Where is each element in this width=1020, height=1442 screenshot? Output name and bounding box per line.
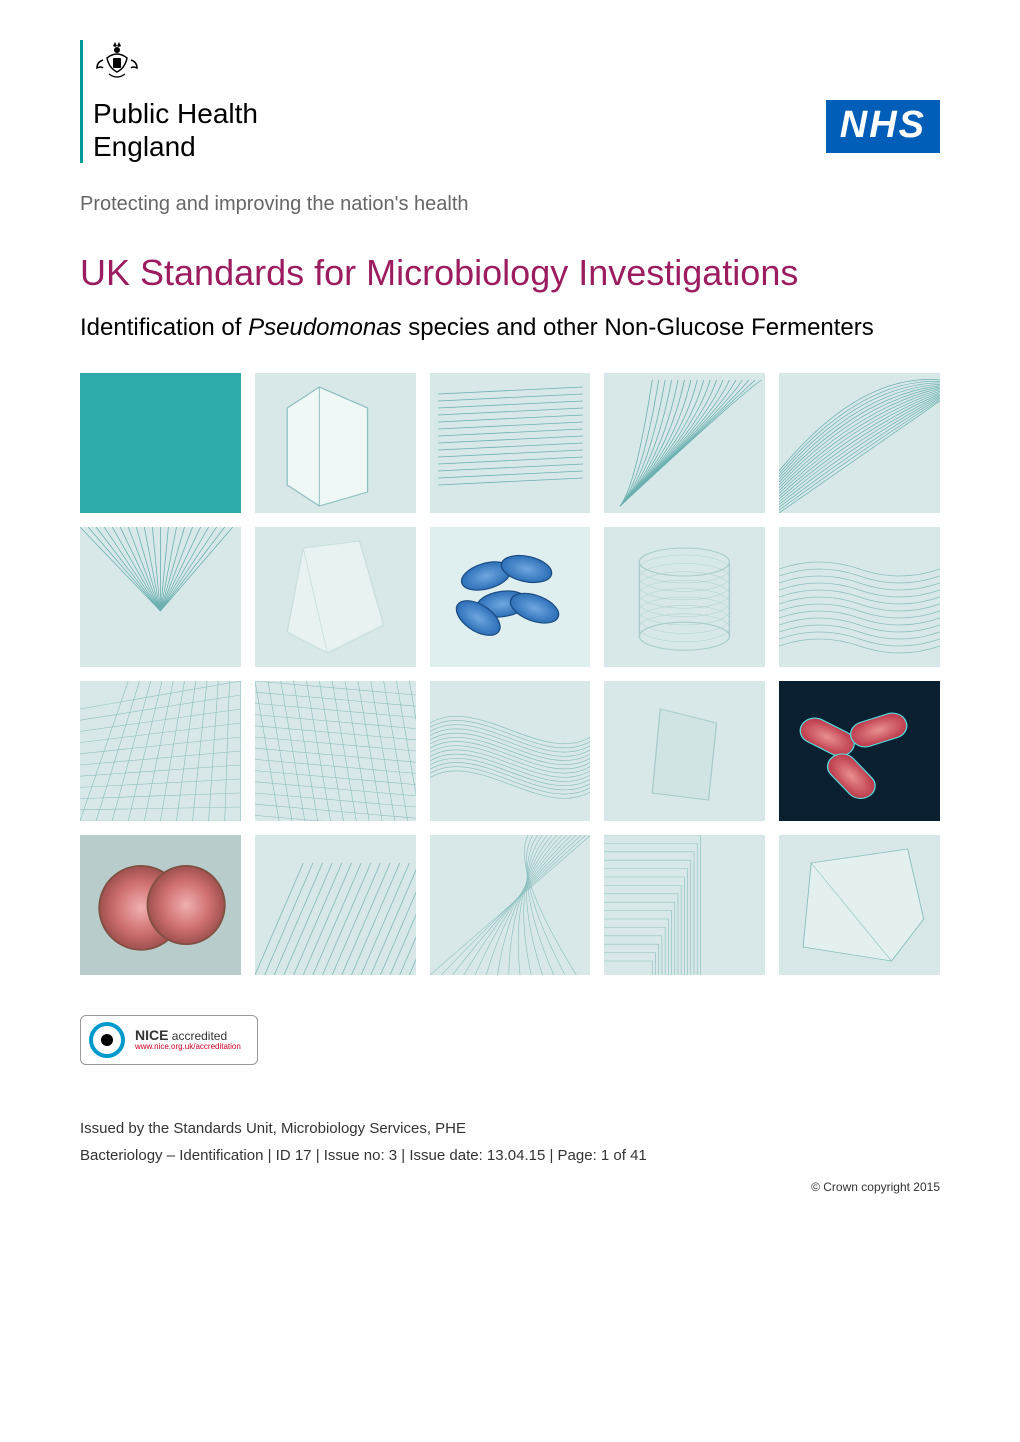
grid-tile [430,527,591,667]
grid-tile [80,681,241,821]
doc-info-line: Bacteriology – Identification | ID 17 | … [80,1142,940,1169]
image-grid [80,373,940,975]
phe-logo-block: Public Health England [80,40,258,163]
grid-tile [255,527,416,667]
grid-tile [604,373,765,513]
subtitle-post: species and other Non-Glucose Fermenters [402,314,874,341]
grid-tile [779,835,940,975]
crest-icon [93,40,141,88]
grid-tile [779,527,940,667]
nice-text: NICE accredited www.nice.org.uk/accredit… [135,1028,241,1052]
grid-tile [255,681,416,821]
subtitle-pre: Identification of [80,314,248,341]
footer: Issued by the Standards Unit, Microbiolo… [80,1115,940,1199]
page: Public Health England NHS Protecting and… [0,0,1020,1442]
grid-tile [430,373,591,513]
grid-tile [430,835,591,975]
nice-url: www.nice.org.uk/accreditation [135,1043,241,1052]
grid-tile [80,373,241,513]
org-name-line1: Public Health [93,99,258,130]
nice-rest: accredited [168,1029,227,1043]
grid-tile [255,373,416,513]
grid-tile [255,835,416,975]
nhs-badge: NHS [826,100,940,153]
nice-eye-icon [89,1022,125,1058]
grid-tile [604,527,765,667]
grid-tile [604,835,765,975]
tagline: Protecting and improving the nation's he… [80,193,940,216]
copyright: © Crown copyright 2015 [80,1177,940,1199]
nhs-logo: NHS [826,100,940,153]
grid-tile [779,373,940,513]
nice-bold: NICE [135,1027,168,1043]
issued-by: Issued by the Standards Unit, Microbiolo… [80,1115,940,1142]
nice-accredited-badge: NICE accredited www.nice.org.uk/accredit… [80,1015,258,1065]
org-name-line2: England [93,132,258,163]
phe-logo: Public Health England [80,40,258,163]
grid-tile [604,681,765,821]
grid-tile [80,835,241,975]
grid-tile [779,681,940,821]
grid-tile [430,681,591,821]
document-subtitle: Identification of Pseudomonas species an… [80,312,940,343]
grid-tile [80,527,241,667]
subtitle-italic: Pseudomonas [248,314,401,341]
document-title: UK Standards for Microbiology Investigat… [80,252,940,294]
header: Public Health England NHS [80,40,940,163]
